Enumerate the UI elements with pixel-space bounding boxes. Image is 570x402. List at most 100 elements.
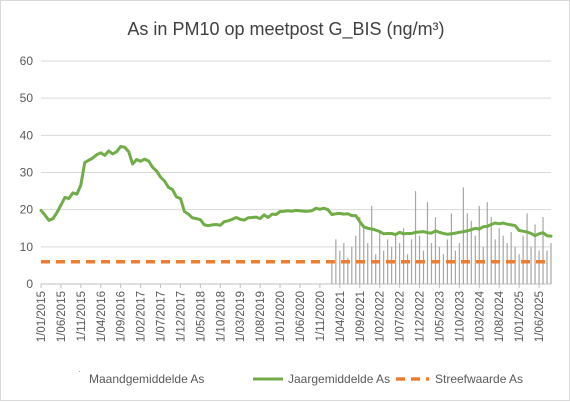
bar-mark bbox=[506, 243, 508, 284]
x-tick-label: 1/08/2019 bbox=[255, 291, 267, 342]
bar-mark bbox=[379, 231, 381, 284]
bar-mark bbox=[339, 250, 341, 284]
bar-mark bbox=[398, 243, 401, 284]
y-tick-label: 30 bbox=[20, 166, 34, 180]
x-tick-label: 1/03/2024 bbox=[474, 290, 486, 342]
bar-mark bbox=[518, 254, 520, 284]
x-tick-label: 1/09/2016 bbox=[116, 291, 128, 342]
y-tick-label: 60 bbox=[20, 54, 34, 68]
bar-mark bbox=[490, 217, 492, 284]
y-tick-label: 10 bbox=[20, 240, 34, 254]
bar-mark bbox=[530, 246, 532, 284]
bar-mark bbox=[454, 250, 456, 284]
bar-mark bbox=[406, 254, 409, 284]
annual-line-layer bbox=[39, 145, 553, 238]
bar-mark bbox=[462, 187, 464, 284]
x-tick-label: 1/10/2018 bbox=[215, 291, 227, 342]
bar-mark bbox=[371, 205, 373, 284]
bar-mark bbox=[367, 243, 369, 284]
x-tick-label: 1/12/2017 bbox=[175, 291, 187, 342]
x-axis-ticks: 1/01/2015 1/06/2015 1/11/2015 1/04/2016 1/09… bbox=[36, 284, 546, 342]
bar-mark bbox=[466, 213, 468, 284]
x-tick-label: 1/11/2015 bbox=[76, 291, 88, 341]
bar-mark bbox=[414, 191, 417, 284]
bar-mark bbox=[502, 235, 504, 284]
x-tick-label: 1/09/2021 bbox=[355, 291, 367, 342]
bar-mark bbox=[402, 228, 405, 284]
x-tick-label: 1/04/2021 bbox=[335, 291, 347, 342]
x-tick-label: 1/03/2019 bbox=[235, 291, 247, 342]
bar-mark bbox=[534, 224, 536, 284]
y-tick-label: 20 bbox=[20, 203, 34, 217]
bar-mark bbox=[391, 246, 393, 284]
bar-mark bbox=[478, 205, 480, 284]
bar-mark bbox=[474, 235, 476, 284]
monthly-bars bbox=[331, 187, 552, 284]
x-tick-label: 1/04/2016 bbox=[96, 291, 108, 342]
x-tick-label: 1/01/2015 bbox=[36, 291, 48, 342]
x-tick-label: 1/08/2024 bbox=[494, 290, 506, 342]
bar-mark bbox=[422, 250, 425, 284]
x-tick-label: 1/01/2025 bbox=[514, 291, 526, 342]
bar-mark bbox=[550, 243, 552, 284]
bar-mark bbox=[395, 235, 397, 284]
legend-label-monthly: Maandgemiddelde As bbox=[89, 372, 204, 386]
bar-mark bbox=[430, 243, 433, 284]
bar-mark bbox=[438, 246, 441, 284]
legend-swatch-monthly bbox=[79, 371, 80, 372]
x-tick-label: 1/07/2022 bbox=[395, 291, 407, 342]
y-tick-label: 40 bbox=[20, 128, 34, 142]
bar-mark bbox=[498, 228, 500, 284]
bar-mark bbox=[442, 254, 445, 284]
y-tick-label: 50 bbox=[20, 91, 34, 105]
x-tick-label: 1/06/2025 bbox=[534, 291, 546, 342]
bar-mark bbox=[351, 246, 353, 284]
bar-mark bbox=[418, 235, 421, 284]
bar-mark bbox=[458, 243, 460, 284]
bar-mark bbox=[434, 217, 437, 284]
x-tick-label: 1/12/2022 bbox=[415, 291, 427, 342]
gridlines bbox=[41, 60, 551, 285]
x-tick-label: 1/06/2020 bbox=[295, 291, 307, 342]
legend-label-target: Streefwaarde As bbox=[435, 372, 523, 386]
bar-mark bbox=[426, 202, 429, 284]
bar-mark bbox=[450, 213, 452, 284]
bar-mark bbox=[510, 231, 512, 284]
bar-mark bbox=[410, 239, 413, 284]
bar-mark bbox=[335, 239, 337, 284]
bar-mark bbox=[363, 224, 365, 284]
y-tick-label: 0 bbox=[26, 277, 33, 291]
legend: Maandgemiddelde As Jaargemiddelde As Stree… bbox=[79, 371, 523, 386]
bar-mark bbox=[514, 246, 516, 284]
bar-mark bbox=[375, 254, 377, 284]
bar-mark bbox=[470, 220, 472, 284]
x-tick-label: 1/11/2020 bbox=[315, 291, 327, 341]
bar-mark bbox=[383, 250, 385, 284]
x-tick-label: 1/10/2023 bbox=[454, 291, 466, 342]
bar-mark bbox=[486, 202, 488, 284]
x-tick-label: 1/01/2020 bbox=[275, 291, 287, 342]
annual-average-line bbox=[39, 145, 553, 238]
x-tick-label: 1/06/2015 bbox=[56, 291, 68, 342]
bar-mark bbox=[546, 250, 548, 284]
x-tick-label: 1/05/2018 bbox=[195, 291, 207, 342]
bar-mark bbox=[355, 235, 357, 284]
y-axis-ticks: 0 10 20 30 40 50 60 bbox=[20, 54, 34, 291]
bar-mark bbox=[542, 217, 544, 284]
bar-mark bbox=[343, 243, 345, 284]
x-tick-label: 1/02/2017 bbox=[136, 291, 148, 342]
bar-mark bbox=[526, 213, 528, 284]
bar-mark bbox=[522, 235, 524, 284]
x-tick-label: 1/02/2022 bbox=[375, 291, 387, 342]
bar-mark bbox=[331, 261, 333, 284]
chart-title: As in PM10 op meetpost G_BIS (ng/m³) bbox=[127, 19, 444, 40]
x-tick-label: 1/05/2023 bbox=[434, 291, 446, 342]
bar-mark bbox=[538, 250, 540, 284]
x-tick-label: 1/07/2017 bbox=[156, 291, 168, 342]
legend-label-annual: Jaargemiddelde As bbox=[288, 372, 390, 386]
bar-mark bbox=[359, 217, 361, 284]
bar-mark bbox=[482, 246, 484, 284]
bar-mark bbox=[347, 257, 349, 284]
